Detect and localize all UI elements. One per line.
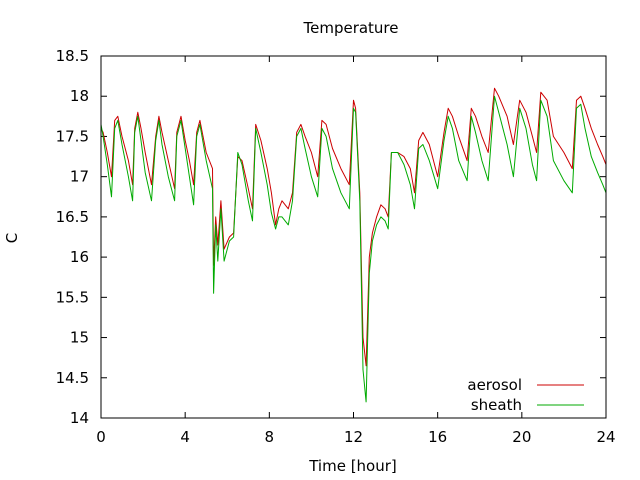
y-tick-label: 17 bbox=[70, 168, 89, 186]
x-tick-label: 12 bbox=[344, 428, 363, 446]
y-tick-label: 18.5 bbox=[56, 47, 89, 65]
legend-label-sheath: sheath bbox=[471, 396, 522, 414]
y-tick-label: 15 bbox=[70, 329, 89, 347]
y-tick-label: 15.5 bbox=[56, 288, 89, 306]
legend-label-aerosol: aerosol bbox=[467, 376, 522, 394]
plot-frame bbox=[100, 55, 607, 419]
y-tick-label: 18 bbox=[70, 87, 89, 105]
y-tick-label: 14.5 bbox=[56, 369, 89, 387]
legend: aerosol sheath bbox=[467, 376, 584, 414]
series-line-aerosol bbox=[100, 87, 607, 367]
series-line-sheath bbox=[100, 95, 607, 403]
chart-title: Temperature bbox=[302, 19, 398, 37]
x-tick-label: 0 bbox=[96, 428, 106, 446]
axis-ticks: 0 4 8 12 16 20 24 14 14.5 15 15.5 16 16.5 17 17.5 18 18.… bbox=[56, 47, 616, 446]
y-tick-label: 14 bbox=[70, 409, 89, 427]
x-tick-label: 4 bbox=[180, 428, 190, 446]
x-tick-label: 8 bbox=[265, 428, 275, 446]
x-tick-label: 24 bbox=[596, 428, 615, 446]
x-tick-label: 16 bbox=[428, 428, 447, 446]
x-axis-label: Time [hour] bbox=[308, 457, 397, 475]
data-series bbox=[100, 87, 607, 403]
y-tick-label: 16 bbox=[70, 248, 89, 266]
y-axis-label: C bbox=[3, 233, 21, 243]
y-tick-label: 16.5 bbox=[56, 208, 89, 226]
y-tick-label: 17.5 bbox=[56, 127, 89, 145]
x-tick-label: 20 bbox=[512, 428, 531, 446]
